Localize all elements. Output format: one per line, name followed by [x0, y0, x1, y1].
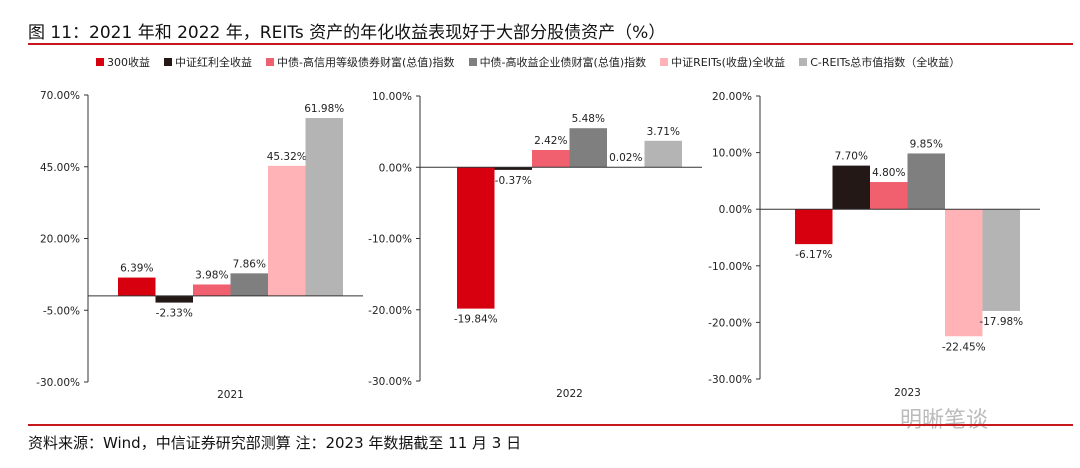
legend-swatch [164, 58, 172, 66]
legend-label: 中债-高信用等级债券财富(总值)指数 [277, 56, 455, 69]
category-label: 2022 [556, 388, 583, 400]
y-tick-label: -30.00% [708, 374, 752, 386]
y-tick-label: 0.00% [719, 204, 752, 216]
data-label: -6.17% [795, 249, 832, 261]
bar [907, 153, 945, 210]
legend-label: 300收益 [107, 56, 150, 69]
legend-swatch [468, 58, 477, 66]
legend-item: 中债-高信用等级债券财富(总值)指数 [266, 54, 455, 70]
legend-item: 中证红利全收益 [164, 54, 252, 70]
y-tick-label: -20.00% [708, 317, 752, 329]
y-tick-label: 10.00% [372, 91, 412, 103]
y-tick-label: -30.00% [36, 377, 80, 389]
data-label: 3.98% [195, 269, 228, 281]
data-label: 61.98% [304, 103, 344, 115]
data-label: 9.85% [910, 138, 943, 150]
bar [457, 167, 495, 309]
y-tick-label: 20.00% [712, 91, 752, 103]
data-label: 45.32% [267, 151, 307, 163]
y-tick-label: 10.00% [712, 148, 752, 160]
y-tick-label: -10.00% [368, 234, 412, 246]
bar [268, 165, 306, 296]
data-label: 0.02% [609, 152, 642, 164]
bar [230, 273, 268, 296]
bar [870, 182, 908, 210]
legend-item: 300收益 [96, 54, 150, 70]
legend-label: 中证REITs(收盘)全收益 [671, 56, 786, 69]
y-tick-label: -20.00% [368, 305, 412, 317]
legend-item: 中债-高收益企业债财富(总值)指数 [468, 54, 647, 70]
data-label: -0.37% [495, 175, 532, 187]
y-tick-label: 70.00% [40, 90, 80, 102]
bar [945, 209, 983, 337]
category-label: 2021 [217, 389, 244, 401]
bar [155, 295, 193, 303]
legend-item: C-REITs总市值指数（全收益） [799, 54, 960, 70]
bar [305, 118, 343, 296]
y-tick-label: 45.00% [40, 162, 80, 174]
data-label: 7.70% [835, 151, 868, 163]
bar [494, 167, 532, 170]
bar [193, 284, 231, 296]
data-label: 2.42% [534, 135, 567, 147]
bar [569, 128, 607, 168]
y-tick-label: -10.00% [708, 261, 752, 273]
bar [982, 209, 1020, 311]
y-tick-label: -30.00% [368, 376, 412, 388]
data-label: -2.33% [156, 308, 193, 320]
legend-item: 中证REITs(收盘)全收益 [660, 54, 785, 70]
legend-label: C-REITs总市值指数（全收益） [810, 56, 961, 69]
bar [832, 165, 870, 210]
data-label: -17.98% [979, 316, 1023, 328]
watermark: 明晰笔谈 [900, 408, 989, 433]
legend-label: 中债-高收益企业债财富(总值)指数 [479, 56, 647, 69]
bar [118, 277, 156, 296]
legend-swatch [799, 58, 808, 66]
legend-label: 中证红利全收益 [175, 56, 252, 69]
legend-swatch [660, 58, 669, 66]
bar [532, 150, 570, 168]
data-label: 3.71% [647, 126, 680, 138]
legend-swatch [266, 58, 274, 66]
bottom-rule [28, 424, 1073, 426]
data-label: 4.80% [872, 167, 905, 179]
data-label: 7.86% [233, 258, 266, 270]
category-label: 2023 [894, 387, 921, 399]
figure-title: 图 11：2021 年和 2022 年，REITs 资产的年化收益表现好于大部分… [28, 23, 666, 43]
bar [644, 140, 682, 168]
y-tick-label: 20.00% [40, 234, 80, 246]
y-tick-label: -5.00% [43, 305, 80, 317]
data-label: 5.48% [572, 113, 605, 125]
source-note: 资料来源：Wind，中信证券研究部测算 注：2023 年数据截至 11 月 3 … [28, 434, 522, 452]
legend-swatch [96, 58, 104, 66]
data-label: -19.84% [454, 314, 498, 326]
data-label: 6.39% [120, 263, 153, 275]
legend: 300收益 中证红利全收益 中债-高信用等级债券财富(总值)指数 中债-高收益企… [96, 54, 960, 70]
data-label: -22.45% [942, 341, 986, 353]
y-tick-label: 0.00% [379, 162, 412, 174]
top-rule [28, 43, 1073, 45]
bar [795, 209, 833, 245]
